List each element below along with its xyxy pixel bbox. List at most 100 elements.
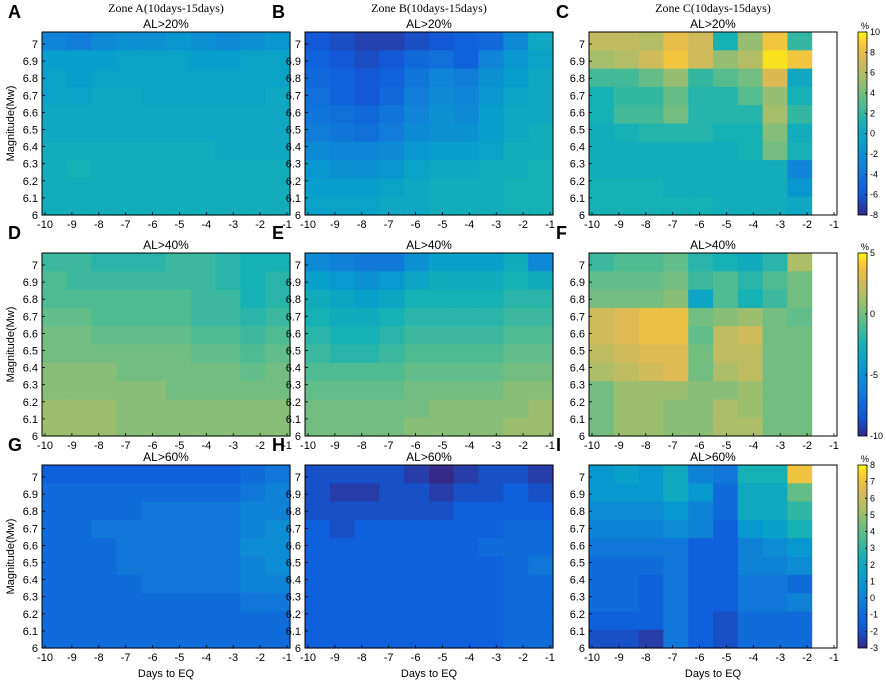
heatmap-cell [528,253,554,272]
heatmap-cell [116,326,142,346]
heatmap-cell [265,593,291,612]
heatmap-cell [116,538,142,558]
heatmap-cell [812,538,838,558]
heatmap-cell [589,483,615,503]
x-tick-label: -2 [518,440,528,452]
heatmap-cell [638,574,664,594]
heatmap-cell [379,123,405,143]
heatmap-cell [613,519,640,539]
heatmap-cell [812,326,838,346]
heatmap-cell [116,362,142,382]
heatmap-cell [166,344,192,364]
heatmap-cell [787,253,813,272]
y-tick-label: 6.2 [570,397,585,409]
heatmap-cell [42,556,68,576]
heatmap-cell [688,538,714,558]
heatmap-cell [240,611,266,631]
heatmap-cell [329,86,356,106]
heatmap-panel-a: A Zone A(10days-15days) AL>20% 7 6.9 6.8 6.7 6.… [5,1,292,231]
heatmap-cell [762,160,788,179]
x-tick-label: -2 [255,440,265,452]
heatmap-cell [478,289,504,309]
heatmap-cell [240,344,266,364]
heatmap-cell [42,86,68,106]
heatmap-cell [305,68,331,88]
heatmap-cell [453,160,480,179]
x-tick-label: -4 [201,652,211,664]
heatmap-cell [379,50,405,70]
heatmap-cell [190,465,217,484]
colorbar-tick-label: 6 [870,68,875,78]
heatmap-cell [66,465,93,484]
heatmap-cell [166,271,192,291]
heatmap-cell [265,519,291,539]
heatmap-cell [453,519,480,539]
heatmap-cell [478,344,504,364]
heatmap-cell [141,50,167,70]
heatmap-cell [429,362,455,382]
heatmap-cell [116,556,142,576]
heatmap-cell [453,629,480,649]
y-tick-label: 6.6 [286,107,301,119]
heatmap-cell [379,344,405,364]
colorbar-tick-label: 7 [870,477,875,487]
heatmap-cell [528,160,554,179]
heatmap-cell [528,381,554,400]
heatmap-cell [305,417,331,437]
heatmap-cell [42,501,68,521]
heatmap-cell [141,399,167,419]
heatmap-cell [663,86,689,106]
heatmap-cell [713,417,739,437]
heatmap-cell [116,271,142,291]
x-tick-label: -3 [775,219,785,231]
y-tick-label: 6.2 [286,609,301,621]
heatmap-cell [737,289,764,309]
y-tick-label: 7 [295,39,301,51]
y-tick-label: 6.5 [23,125,38,137]
heatmap-cell [354,399,380,419]
heatmap-cell [265,160,291,179]
heatmap-cell [215,253,241,272]
x-tick-label: -2 [518,219,528,231]
heatmap-cell [478,123,504,143]
heatmap-cell [589,556,615,576]
heatmap-cell [379,160,405,179]
heatmap-cell [453,196,480,216]
heatmap-cell [42,32,68,51]
heatmap-cell [503,574,529,594]
heatmap-cell [354,556,380,576]
heatmap-cell [240,483,266,503]
heatmap-cell [762,123,788,143]
heatmap-cell [305,160,331,179]
heatmap-cell [379,574,405,594]
heatmap-cell [240,141,266,161]
x-tick-label: -10 [300,440,316,452]
heatmap-cell [240,362,266,382]
heatmap-cell [190,501,217,521]
heatmap-cell [42,465,68,484]
heatmap-cell [116,344,142,364]
heatmap-cell [528,196,554,216]
heatmap-panel-h: HAL>60%76.96.86.76.66.56.46.36.26.16-10-… [272,435,555,680]
heatmap-cell [116,611,142,631]
x-tick-label: -2 [802,440,812,452]
y-tick-label: 6.7 [570,90,585,102]
heatmap-cell [762,417,788,437]
heatmap-cell [240,123,266,143]
heatmap-cell [737,465,764,484]
heatmap-cell [91,362,117,382]
heatmap-cell [429,381,455,400]
heatmap-cell [737,86,764,106]
y-tick-label: 6.6 [570,540,585,552]
heatmap-cell [240,271,266,291]
heatmap-cell [66,556,93,576]
x-axis-label: Days to EQ [685,668,742,680]
x-tick-label: -1 [545,440,555,452]
x-tick-label: -9 [330,652,340,664]
heatmap-cell [812,344,838,364]
heatmap-cell [713,123,739,143]
heatmap-cell [812,105,838,125]
y-tick-label: 6.1 [23,626,38,638]
heatmap-panel-c: C Zone C(10days-15days) AL>20% 7 6.9 6.8 6.7 6.… [556,1,839,231]
heatmap-cell [141,253,167,272]
